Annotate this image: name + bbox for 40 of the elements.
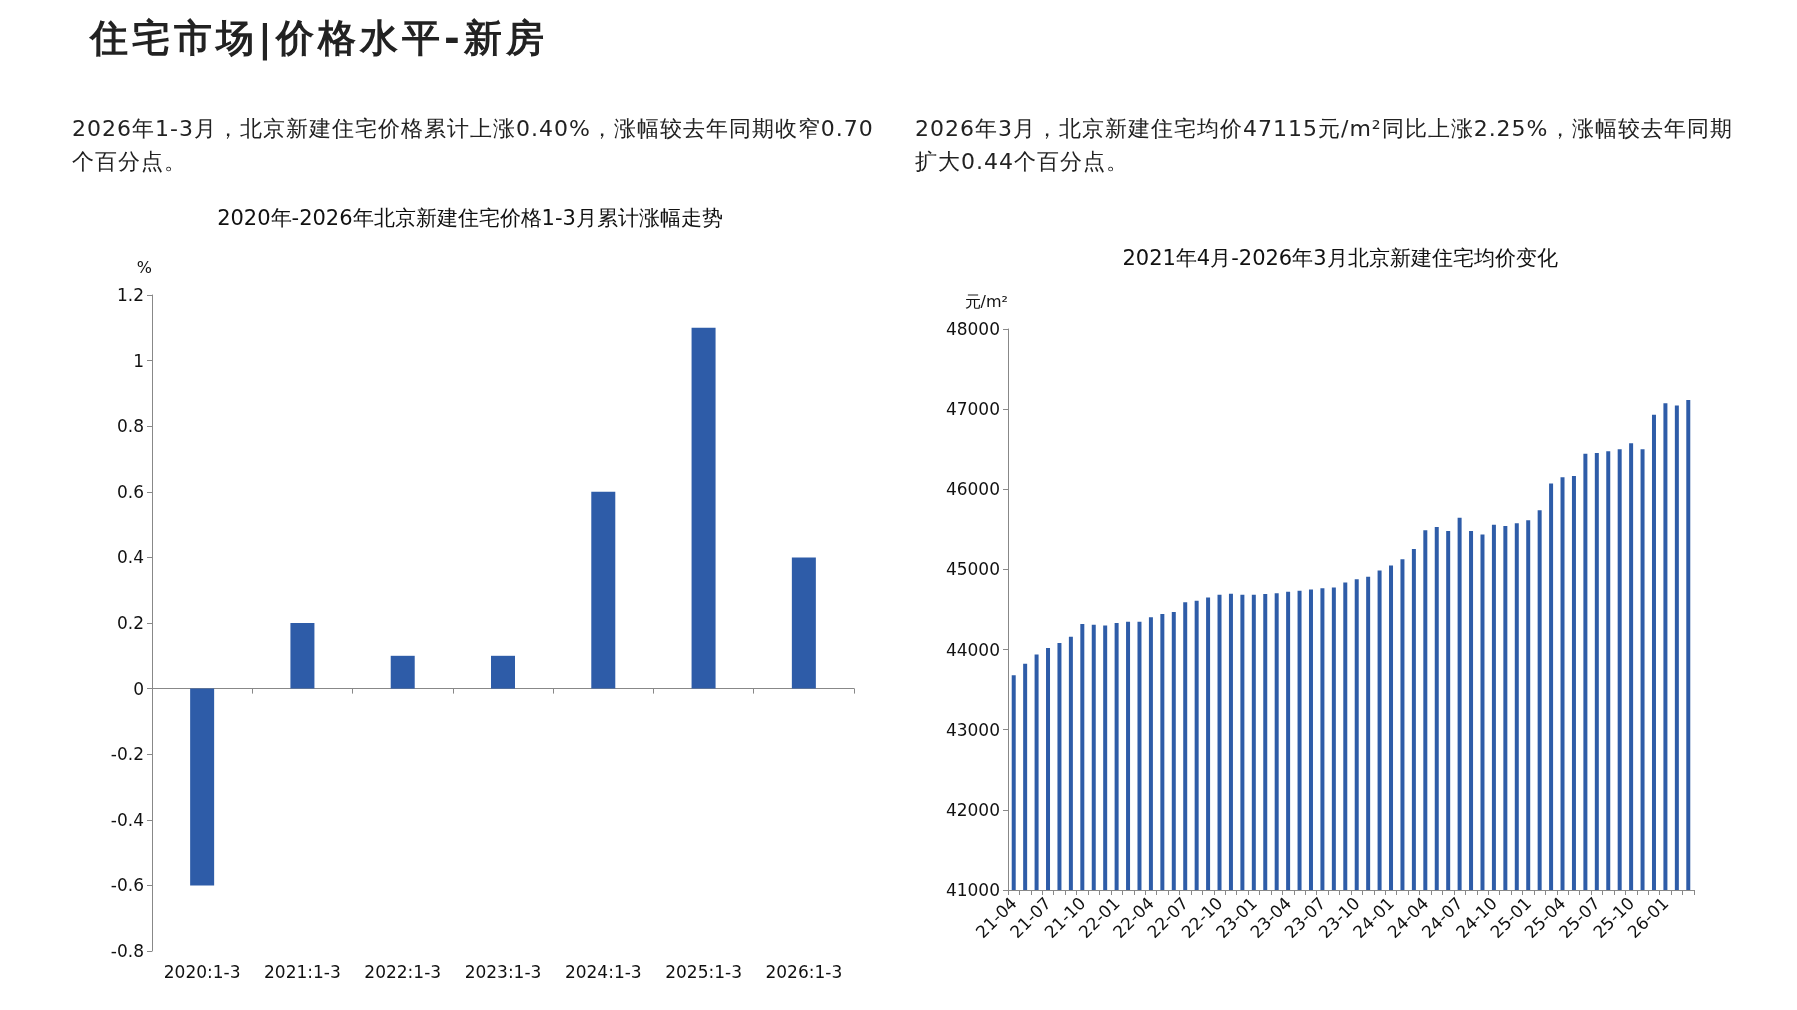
text: 2026年1-3月，北京新建住宅价格累计上涨0.40%，涨幅较去年同期收窄0.70个百分点。 bbox=[72, 115, 875, 176]
bar bbox=[390, 655, 415, 689]
y-tick-label: 0.8 bbox=[116, 416, 144, 437]
y-tick-label: 42000 bbox=[945, 799, 1000, 820]
chart-title: 2020年-2026年北京新建住宅价格1-3月累计涨幅走势 bbox=[217, 205, 723, 230]
y-tick-label: 44000 bbox=[945, 639, 1000, 660]
bar bbox=[691, 327, 716, 689]
y-tick-label: 0.4 bbox=[116, 547, 144, 568]
y-axis-title: 元/m² bbox=[964, 291, 1008, 311]
y-tick-label: -0.2 bbox=[110, 744, 144, 765]
x-tick-label: 2024:1-3 bbox=[564, 961, 642, 982]
y-tick-label: 0.2 bbox=[116, 613, 144, 633]
y-tick-label: 0.6 bbox=[116, 481, 144, 502]
y-axis-title: % bbox=[136, 257, 152, 277]
y-tick-label: 48000 bbox=[945, 319, 1000, 339]
text: 2026年3月，北京新建住宅均价47115元/m²同比上涨2.25%，涨幅较去年同期扩大0.44个百分点。 bbox=[915, 115, 1734, 176]
y-tick-label: 45000 bbox=[945, 559, 1000, 580]
x-tick-label: 2021:1-3 bbox=[264, 961, 341, 982]
x-tick-label: 2026:1-3 bbox=[765, 961, 843, 982]
x-tick-label: 2025:1-3 bbox=[665, 961, 742, 982]
y-tick-label: 43000 bbox=[945, 719, 1000, 740]
y-tick-label: 0 bbox=[133, 678, 144, 699]
y-tick-label: -0.6 bbox=[110, 875, 144, 896]
bar bbox=[290, 623, 315, 689]
text: 住宅市场|价格水平-新房 bbox=[90, 16, 549, 60]
x-tick-label: 2020:1-3 bbox=[163, 961, 241, 982]
bar bbox=[190, 688, 215, 886]
bar bbox=[791, 557, 816, 689]
x-tick-label: 2022:1-3 bbox=[364, 961, 442, 982]
bar bbox=[491, 655, 515, 689]
y-tick-label: -0.8 bbox=[110, 941, 144, 961]
chart-title: 2021年4月-2026年3月北京新建住宅均价变化 bbox=[1122, 245, 1558, 270]
y-tick-label: 46000 bbox=[945, 479, 1000, 500]
bar bbox=[591, 491, 616, 689]
y-tick-label: 1.2 bbox=[116, 285, 144, 305]
y-tick-label: -0.4 bbox=[110, 809, 144, 830]
y-tick-label: 47000 bbox=[945, 399, 1000, 420]
y-tick-label: 41000 bbox=[945, 880, 1000, 900]
x-tick-label: 2023:1-3 bbox=[464, 961, 542, 982]
y-tick-label: 1 bbox=[133, 350, 144, 371]
